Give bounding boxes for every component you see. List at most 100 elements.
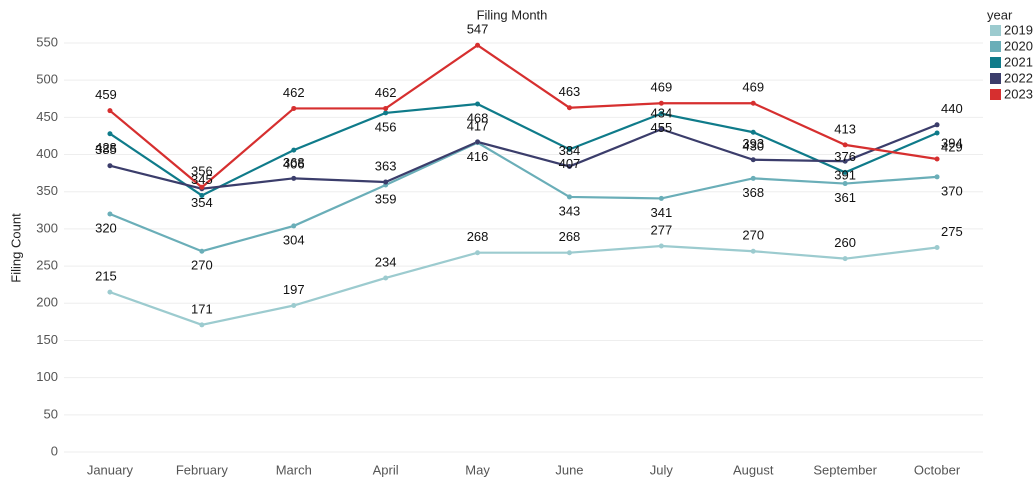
point [566, 250, 572, 256]
data-label: 456 [375, 119, 397, 134]
data-label: 356 [191, 164, 213, 179]
data-label: 463 [559, 84, 581, 99]
data-label: 275 [941, 224, 963, 239]
series-line [109, 43, 938, 189]
data-label: 407 [559, 156, 581, 171]
point [934, 245, 940, 250]
point [383, 275, 389, 281]
point [199, 192, 205, 198]
data-label: 171 [191, 301, 213, 316]
y-tick-label: 550 [36, 34, 58, 49]
data-label: 197 [283, 282, 305, 297]
point [107, 131, 113, 137]
point [475, 250, 481, 256]
point [475, 101, 481, 107]
legend-swatch [990, 57, 1001, 68]
point [658, 100, 664, 106]
x-tick-label: January [87, 462, 134, 477]
legend-label: 2020 [1004, 38, 1033, 53]
point [291, 147, 297, 153]
point [658, 195, 664, 201]
data-label: 361 [834, 190, 856, 205]
data-label: 304 [283, 232, 305, 247]
point [842, 158, 848, 164]
data-label: 320 [95, 220, 117, 235]
point [107, 163, 113, 169]
series-line [109, 102, 938, 197]
data-label: 428 [95, 140, 117, 155]
point [199, 184, 205, 190]
point [842, 256, 848, 262]
point [199, 322, 205, 328]
point [934, 156, 940, 162]
data-label: 341 [650, 205, 672, 220]
point [750, 129, 756, 135]
point [658, 243, 664, 249]
data-label: 370 [941, 183, 963, 198]
point [475, 42, 481, 48]
point [658, 111, 664, 117]
data-label: 270 [742, 228, 764, 243]
legend-title: year [987, 7, 1013, 22]
x-tick-label: February [176, 462, 229, 477]
point [291, 223, 297, 229]
data-label: 434 [650, 106, 672, 121]
data-label: 430 [742, 139, 764, 154]
point [107, 108, 113, 114]
data-label: 359 [375, 191, 397, 206]
data-label: 469 [742, 80, 764, 95]
data-label: 413 [834, 121, 856, 136]
data-label: 459 [95, 87, 117, 102]
data-label: 268 [559, 229, 581, 244]
data-label: 376 [834, 149, 856, 164]
data-label: 234 [375, 254, 397, 269]
data-label: 393 [742, 136, 764, 151]
point [750, 100, 756, 106]
point [291, 175, 297, 181]
data-label: 368 [742, 185, 764, 200]
series-line [109, 141, 938, 253]
data-label: 416 [467, 149, 489, 164]
y-tick-label: 100 [36, 369, 58, 384]
data-label: 343 [559, 203, 581, 218]
data-label: 455 [650, 120, 672, 135]
legend-label: 2021 [1004, 54, 1033, 69]
point [566, 194, 572, 200]
y-tick-label: 0 [51, 443, 58, 458]
y-tick-label: 200 [36, 295, 58, 310]
y-tick-label: 150 [36, 332, 58, 347]
data-label: 384 [559, 143, 581, 158]
y-tick-label: 350 [36, 183, 58, 198]
point [291, 303, 297, 309]
legend-label: 2019 [1004, 22, 1033, 37]
data-label: 354 [191, 195, 213, 210]
y-axis-title: Filing Count [8, 213, 23, 283]
x-tick-label: July [650, 462, 674, 477]
point [291, 105, 297, 111]
point [566, 105, 572, 111]
x-tick-label: March [276, 462, 312, 477]
data-label: 440 [941, 101, 963, 116]
data-label: 363 [375, 158, 397, 173]
data-label: 391 [834, 168, 856, 183]
legend-swatch [990, 73, 1001, 84]
y-tick-label: 500 [36, 72, 58, 87]
data-label: 345 [191, 172, 213, 187]
point [750, 248, 756, 254]
data-label: 394 [941, 135, 963, 150]
point [934, 130, 940, 136]
x-tick-label: September [813, 462, 877, 477]
data-label: 385 [95, 142, 117, 157]
data-label: 417 [467, 118, 489, 133]
series-line [109, 244, 938, 326]
point [475, 139, 481, 145]
point [383, 179, 389, 185]
legend-label: 2022 [1004, 70, 1033, 85]
data-label: 462 [283, 85, 305, 100]
data-label: 277 [650, 222, 672, 237]
data-label: 547 [467, 22, 489, 37]
x-tick-label: August [733, 462, 774, 477]
point [199, 248, 205, 254]
x-tick-label: May [465, 462, 490, 477]
